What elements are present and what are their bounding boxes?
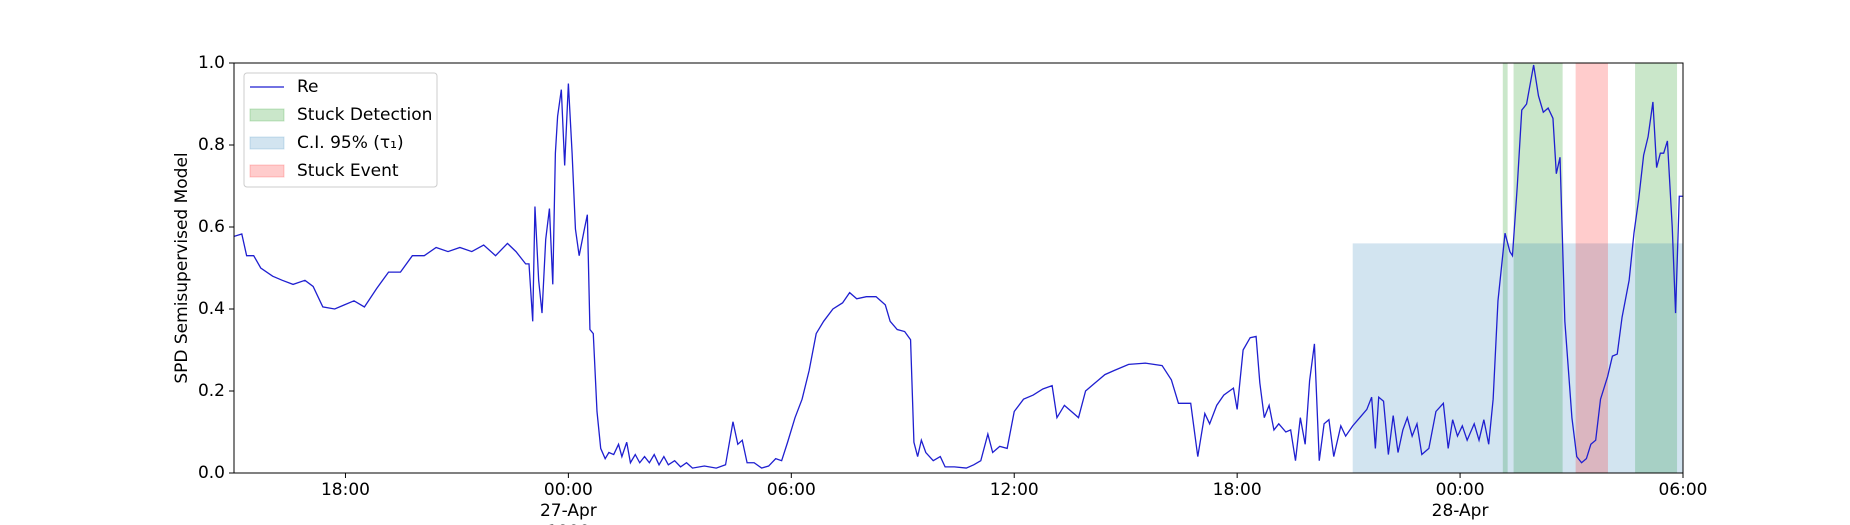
legend-swatch: [249, 136, 285, 150]
x-tick-label: 06:00: [767, 480, 816, 500]
y-tick-label: 1.0: [198, 53, 225, 73]
y-tick-label: 0.4: [198, 299, 225, 319]
plot-frame: [233, 62, 1684, 474]
legend-label: Stuck Detection: [297, 105, 432, 125]
y-tick-label: 0.6: [198, 217, 225, 237]
band: [1502, 63, 1508, 473]
x-tick-label: 1900: [547, 522, 590, 525]
x-tick-label: 18:00: [321, 480, 370, 500]
y-tick-label: 0.2: [198, 381, 225, 401]
legend-swatch: [249, 164, 285, 178]
y-axis-label: SPD Semisupervised Model: [172, 152, 192, 383]
band: [1352, 243, 1683, 473]
y-tick-label: 0.8: [198, 135, 225, 155]
legend-box: [243, 72, 438, 188]
x-tick-label: 12:00: [990, 480, 1039, 500]
data-line: [234, 64, 1683, 469]
x-tick-label: 06:00: [1659, 480, 1708, 500]
legend-label: Re: [297, 77, 319, 97]
legend: Re Stuck Detection C.I. 95% (τ₁) Stuck Even…: [243, 72, 438, 188]
x-tick-label: 28-Apr: [1432, 501, 1489, 521]
band: [1635, 63, 1678, 473]
x-tick-label: 00:00: [1436, 480, 1485, 500]
x-tick-label: 27-Apr: [540, 501, 597, 521]
legend-label: C.I. 95% (τ₁): [297, 133, 404, 153]
x-tick-label: 18:00: [1213, 480, 1262, 500]
band: [1513, 63, 1563, 473]
legend-label: Stuck Event: [297, 161, 399, 181]
y-tick-label: 0.0: [198, 463, 225, 483]
band: [1575, 63, 1608, 473]
legend-swatch: [249, 108, 285, 122]
x-tick-label: 00:00: [544, 480, 593, 500]
